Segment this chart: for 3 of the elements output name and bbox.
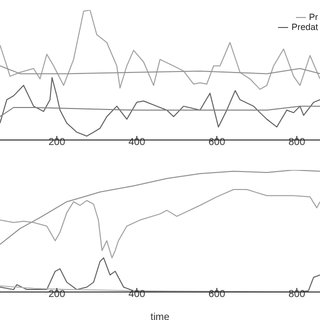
x-axis-title: time [150, 312, 170, 320]
legend-label: Pr [309, 12, 318, 22]
legend-label: Predat [291, 22, 318, 32]
